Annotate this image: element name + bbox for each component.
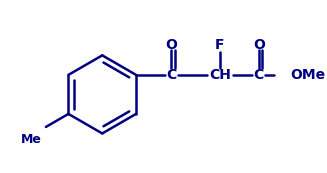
Text: C: C xyxy=(254,68,264,82)
Text: CH: CH xyxy=(209,68,231,82)
Text: OMe: OMe xyxy=(290,68,325,82)
Text: Me: Me xyxy=(21,133,42,145)
Text: O: O xyxy=(165,38,177,52)
Text: F: F xyxy=(215,38,224,52)
Text: C: C xyxy=(166,68,177,82)
Text: O: O xyxy=(253,38,265,52)
